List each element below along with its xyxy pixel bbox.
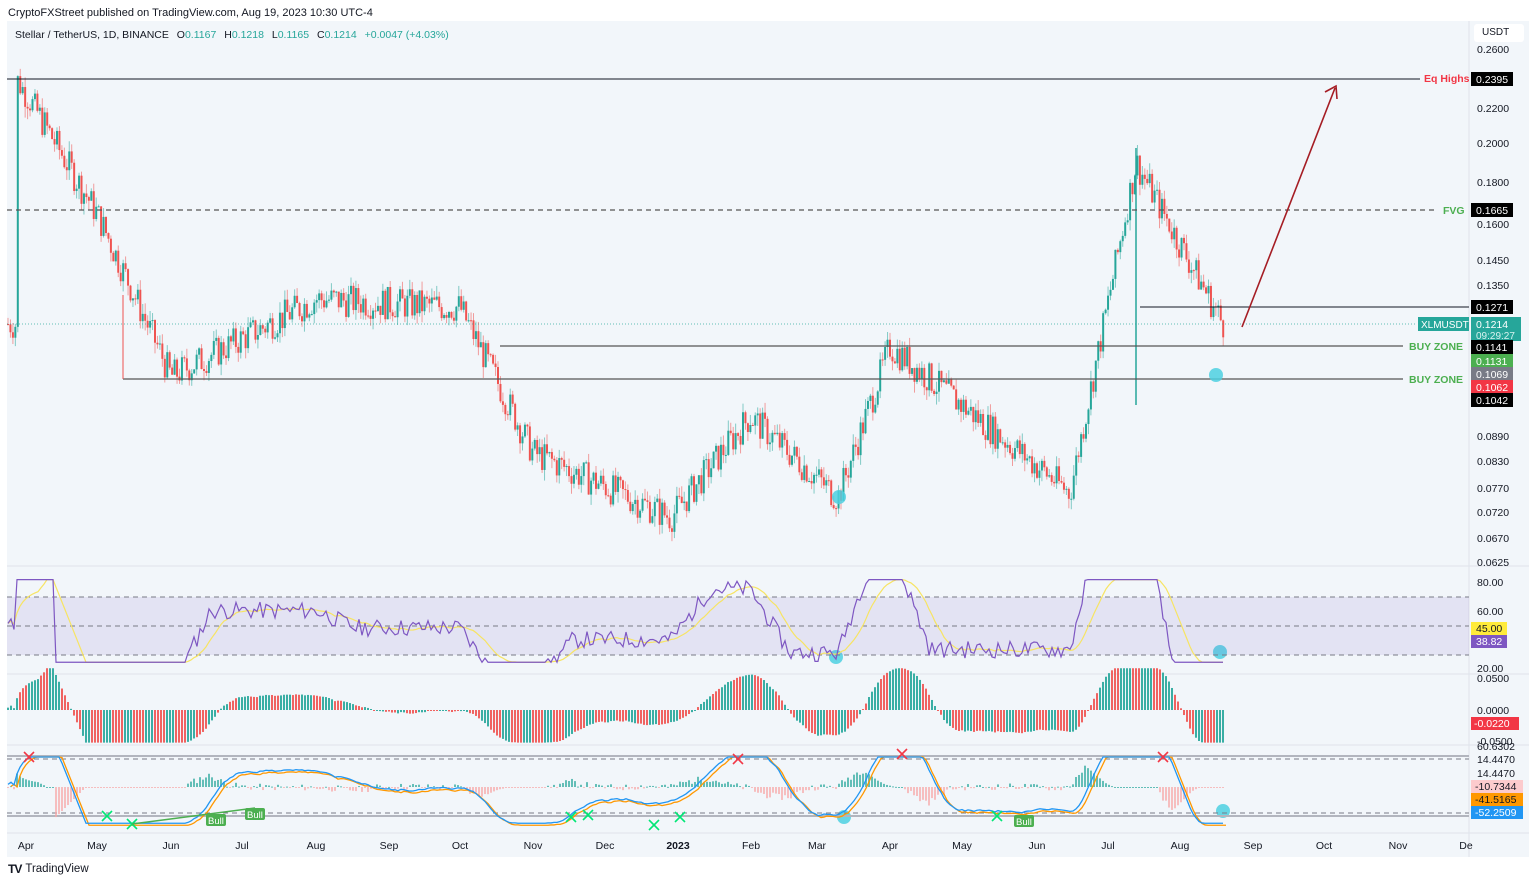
candles <box>7 68 1225 542</box>
svg-text:0.2000: 0.2000 <box>1477 138 1509 150</box>
svg-text:Aug: Aug <box>307 840 326 852</box>
open-value: 0.1167 <box>184 29 217 41</box>
svg-text:0.0000: 0.0000 <box>1477 705 1509 717</box>
svg-text:-41.5165: -41.5165 <box>1475 794 1517 806</box>
svg-text:0.1062: 0.1062 <box>1476 382 1508 394</box>
svg-text:0.1042: 0.1042 <box>1476 395 1508 407</box>
svg-text:0.1214: 0.1214 <box>1476 319 1508 331</box>
svg-text:Apr: Apr <box>18 840 35 852</box>
svg-text:0.1450: 0.1450 <box>1477 255 1509 267</box>
svg-text:0.1271: 0.1271 <box>1476 302 1508 314</box>
svg-text:Nov: Nov <box>1389 840 1408 852</box>
high-value: 0.1218 <box>231 29 264 41</box>
svg-text:38.82: 38.82 <box>1476 636 1502 648</box>
svg-text:60.00: 60.00 <box>1477 606 1503 618</box>
brand-name: TradingView <box>25 863 89 875</box>
svg-text:Aug: Aug <box>1171 840 1190 852</box>
svg-text:Oct: Oct <box>452 840 468 852</box>
svg-text:May: May <box>87 840 108 852</box>
svg-text:09:29:27: 09:29:27 <box>1476 331 1515 342</box>
svg-text:De: De <box>1459 840 1473 852</box>
tradingview-logo-icon: TV <box>8 862 22 876</box>
svg-text:0.1350: 0.1350 <box>1477 280 1509 292</box>
svg-text:Jul: Jul <box>1101 840 1114 852</box>
low-value: 0.1165 <box>277 29 310 41</box>
svg-text:Mar: Mar <box>808 840 827 852</box>
svg-text:Bull: Bull <box>1016 817 1032 828</box>
svg-text:0.1665: 0.1665 <box>1476 205 1508 217</box>
footer: TV TradingView <box>8 862 89 876</box>
svg-text:-10.7344: -10.7344 <box>1475 781 1517 793</box>
svg-text:May: May <box>952 840 973 852</box>
svg-text:0.1141: 0.1141 <box>1476 342 1507 354</box>
svg-text:0.2600: 0.2600 <box>1477 44 1509 56</box>
change-value: +0.0047 (+4.03%) <box>364 29 449 41</box>
svg-text:2023: 2023 <box>666 840 690 852</box>
svg-text:80.00: 80.00 <box>1477 577 1503 589</box>
svg-text:0.0830: 0.0830 <box>1477 456 1509 468</box>
symbol-name: Stellar / TetherUS, 1D, BINANCE <box>15 29 169 41</box>
svg-text:Bull: Bull <box>208 816 224 827</box>
svg-text:45.00: 45.00 <box>1476 623 1502 635</box>
svg-text:0.0770: 0.0770 <box>1477 483 1509 495</box>
svg-text:0.1069: 0.1069 <box>1476 369 1508 381</box>
svg-text:0.2200: 0.2200 <box>1477 103 1509 115</box>
svg-text:0.1600: 0.1600 <box>1477 219 1509 231</box>
svg-text:0.0890: 0.0890 <box>1477 431 1509 443</box>
svg-text:Sep: Sep <box>1244 840 1263 852</box>
svg-text:0.0720: 0.0720 <box>1477 507 1509 519</box>
svg-text:0.0625: 0.0625 <box>1477 557 1509 569</box>
svg-text:0.0670: 0.0670 <box>1477 533 1509 545</box>
svg-text:BUY ZONE: BUY ZONE <box>1409 341 1463 353</box>
close-value: 0.1214 <box>324 29 357 41</box>
svg-text:20.00: 20.00 <box>1477 663 1503 675</box>
svg-text:Jul: Jul <box>235 840 248 852</box>
svg-text:14.4470: 14.4470 <box>1477 754 1515 766</box>
svg-text:Eq Highs: Eq Highs <box>1424 73 1470 85</box>
svg-text:Apr: Apr <box>882 840 899 852</box>
svg-text:0.1800: 0.1800 <box>1477 177 1509 189</box>
svg-text:0.2395: 0.2395 <box>1476 74 1508 86</box>
currency-selector[interactable]: USDT <box>1474 24 1524 42</box>
svg-text:0.0500: 0.0500 <box>1477 673 1509 685</box>
svg-text:Sep: Sep <box>380 840 399 852</box>
svg-text:Nov: Nov <box>524 840 543 852</box>
svg-text:Jun: Jun <box>1029 840 1046 852</box>
svg-text:Dec: Dec <box>596 840 615 852</box>
publish-info: CryptoFXStreet published on TradingView.… <box>8 7 373 19</box>
svg-text:-0.0220: -0.0220 <box>1474 718 1510 730</box>
svg-text:60.6302: 60.6302 <box>1477 741 1515 753</box>
svg-text:BUY ZONE: BUY ZONE <box>1409 374 1463 386</box>
svg-text:XLMUSDT: XLMUSDT <box>1421 320 1469 331</box>
svg-text:-0.0500: -0.0500 <box>1477 736 1513 748</box>
svg-text:14.4470: 14.4470 <box>1477 768 1515 780</box>
svg-text:FVG: FVG <box>1443 205 1465 217</box>
symbol-legend: Stellar / TetherUS, 1D, BINANCE O0.1167 … <box>15 29 449 41</box>
svg-text:Oct: Oct <box>1316 840 1332 852</box>
svg-text:0.1131: 0.1131 <box>1476 356 1507 368</box>
svg-text:-52.2509: -52.2509 <box>1475 807 1517 819</box>
svg-text:Jun: Jun <box>163 840 180 852</box>
svg-text:Feb: Feb <box>742 840 760 852</box>
svg-text:Bull: Bull <box>247 810 263 821</box>
